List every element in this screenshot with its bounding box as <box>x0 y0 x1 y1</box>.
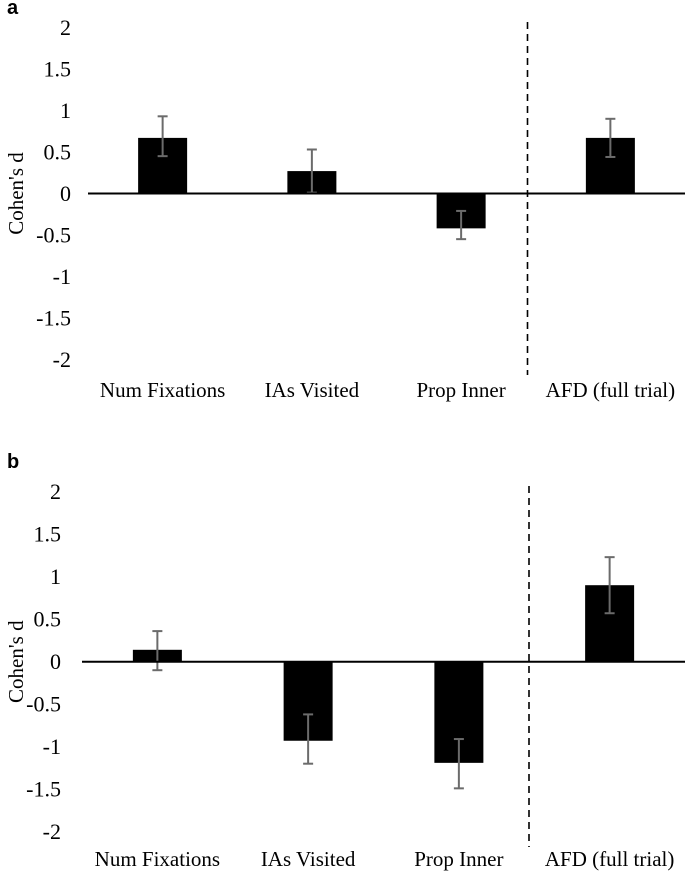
panel-b: b 2 1.5 1 0.5 0 -0.5 -1 -1.5 -2 Cohen's d Num Fixa… <box>0 435 685 871</box>
y-tick-label: -1.5 <box>26 777 61 802</box>
y-tick-label: 0.5 <box>44 140 72 165</box>
y-tick-label: -0.5 <box>26 692 61 717</box>
category-label: IAs Visited <box>261 847 356 871</box>
bar-chart-panel-b: 2 1.5 1 0.5 0 -0.5 -1 -1.5 -2 Cohen's d Num Fixati… <box>4 479 685 871</box>
y-tick-label: 0 <box>60 181 71 206</box>
y-tick-label: -0.5 <box>36 223 71 248</box>
category-label: Prop Inner <box>414 847 503 871</box>
y-tick-label: -1.5 <box>36 306 71 331</box>
y-tick-label: -1 <box>43 734 61 759</box>
category-label: IAs Visited <box>265 378 360 402</box>
y-tick-label: -2 <box>43 819 61 844</box>
y-tick-label: 1 <box>50 564 61 589</box>
category-label: Num Fixations <box>95 847 220 871</box>
y-tick-label: 2 <box>60 15 71 40</box>
y-tick-label: 1 <box>60 98 71 123</box>
category-label: AFD (full trial) <box>545 847 674 871</box>
y-tick-label: 0 <box>50 649 61 674</box>
y-axis-title: Cohen's d <box>4 620 28 703</box>
y-tick-label: 1.5 <box>34 522 62 547</box>
panel-b-label: b <box>7 451 20 473</box>
panel-a: a 2 1.5 1 0.5 0 -0.5 -1 -1.5 -2 Cohen's d Num Fixa… <box>0 0 685 435</box>
bar-chart-panel-a: 2 1.5 1 0.5 0 -0.5 -1 -1.5 -2 Cohen's d Num Fixati… <box>4 15 685 402</box>
y-tick-label: -1 <box>53 264 71 289</box>
y-tick-label: 1.5 <box>44 57 72 82</box>
category-label: Prop Inner <box>417 378 506 402</box>
panel-a-label: a <box>7 0 19 19</box>
category-label: Num Fixations <box>100 378 225 402</box>
y-tick-label: -2 <box>53 347 71 372</box>
category-label: AFD (full trial) <box>546 378 675 402</box>
y-tick-label: 2 <box>50 479 61 504</box>
y-tick-label: 0.5 <box>34 607 62 632</box>
y-axis-title: Cohen's d <box>4 152 28 235</box>
